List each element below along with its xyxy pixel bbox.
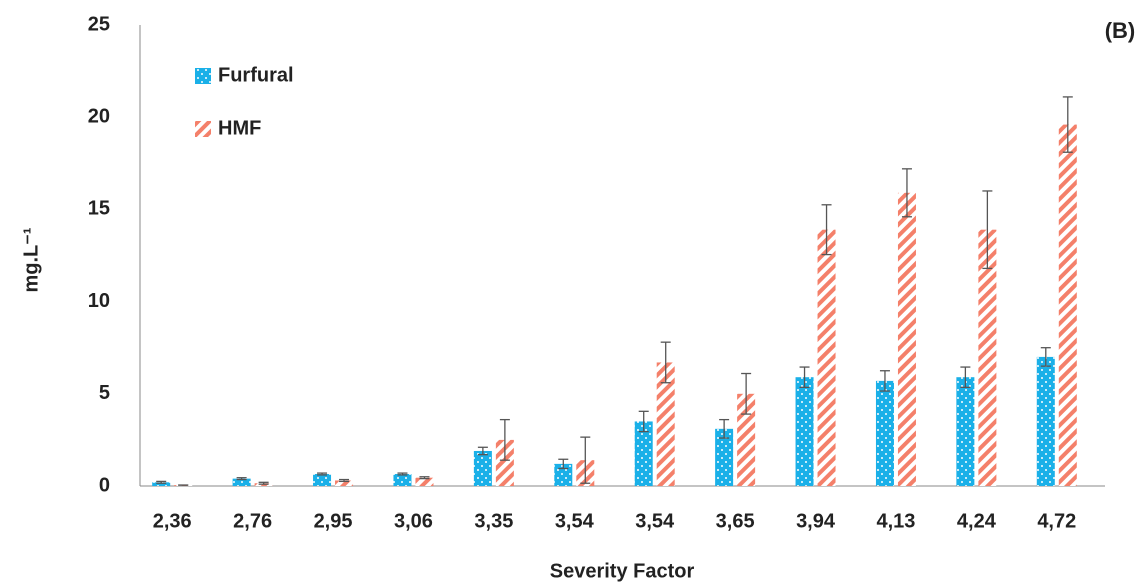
x-tick-label: 4,24 <box>957 510 997 532</box>
error-bar <box>879 370 890 392</box>
error-bar <box>397 472 408 476</box>
error-bar <box>821 204 832 256</box>
error-bar <box>156 480 167 484</box>
bar <box>554 463 573 486</box>
bar <box>1036 356 1055 486</box>
error-bar <box>741 372 752 415</box>
bar <box>335 480 354 486</box>
legend-label: Furfural <box>218 64 294 86</box>
bar <box>795 377 814 486</box>
bar <box>956 377 975 486</box>
bar <box>393 474 412 486</box>
error-bar <box>1062 96 1073 153</box>
error-bar <box>558 458 569 470</box>
error-bar <box>660 341 671 384</box>
y-tick-label: 25 <box>88 13 110 35</box>
bar <box>232 478 251 486</box>
y-axis-title: mg.L⁻¹ <box>20 227 42 292</box>
bar <box>978 229 997 486</box>
error-bar <box>236 477 247 481</box>
x-tick-label: 3,35 <box>474 510 513 532</box>
error-bar <box>799 366 810 388</box>
bar <box>817 229 836 486</box>
bar <box>897 192 916 486</box>
bar <box>656 362 675 486</box>
y-tick-label: 5 <box>99 382 110 404</box>
panel-label: (B) <box>1105 18 1136 43</box>
error-bar <box>419 476 430 480</box>
error-bar <box>638 410 649 433</box>
y-tick-label: 15 <box>88 198 110 220</box>
x-tick-label: 3,54 <box>635 510 675 532</box>
bar <box>473 450 492 486</box>
y-tick-label: 10 <box>88 290 110 312</box>
error-bar <box>982 190 993 270</box>
error-bar <box>1040 347 1051 367</box>
x-tick-label: 2,36 <box>153 510 192 532</box>
x-tick-label: 4,13 <box>876 510 915 532</box>
x-tick-label: 2,76 <box>233 510 272 532</box>
bar <box>495 439 514 486</box>
x-tick-label: 3,54 <box>555 510 595 532</box>
bar <box>415 477 434 486</box>
error-bar <box>499 418 510 461</box>
error-bar <box>477 446 488 456</box>
error-bar <box>901 168 912 218</box>
legend-swatch <box>195 68 211 84</box>
bar <box>737 393 756 486</box>
bar <box>875 380 894 486</box>
bar <box>634 421 653 486</box>
error-bar <box>580 436 591 484</box>
x-tick-label: 3,94 <box>796 510 836 532</box>
bar <box>715 428 734 486</box>
x-tick-label: 2,95 <box>314 510 353 532</box>
x-tick-label: 3,65 <box>716 510 755 532</box>
legend-swatch <box>195 121 211 137</box>
legend-label: HMF <box>218 117 261 139</box>
x-axis-title: Severity Factor <box>550 560 695 582</box>
x-tick-label: 3,06 <box>394 510 433 532</box>
x-tick-label: 4,72 <box>1037 510 1076 532</box>
error-bar <box>258 481 269 485</box>
error-bar <box>719 418 730 439</box>
bar <box>313 474 332 486</box>
bar <box>152 482 171 486</box>
bar <box>1058 124 1077 487</box>
y-tick-label: 20 <box>88 105 110 127</box>
error-bar <box>960 366 971 388</box>
error-bar <box>339 478 350 483</box>
y-tick-label: 0 <box>99 474 110 496</box>
error-bar <box>317 472 328 476</box>
